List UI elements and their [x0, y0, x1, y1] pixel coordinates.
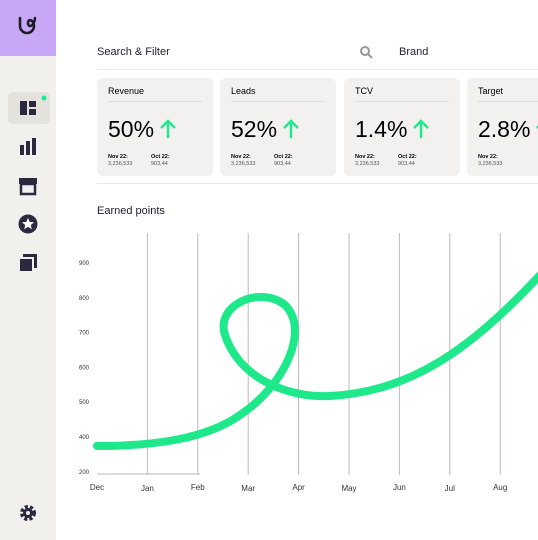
cur-value: 903,44 — [274, 161, 291, 167]
search-filter[interactable]: Search & Filter — [97, 46, 170, 58]
up-arrow — [283, 119, 299, 138]
nav-settings[interactable] — [18, 503, 38, 523]
card-value: 2.8% — [478, 116, 531, 142]
x-label: May — [341, 484, 356, 493]
prev-value: 3,236,533 — [108, 161, 133, 167]
kpi-card: Leads 52% Nov 22: 3,236,533 Oct 22: 903,44 — [220, 78, 336, 176]
sidebar — [0, 0, 56, 540]
x-label: Jul — [445, 484, 455, 493]
y-label: 400 — [79, 435, 90, 441]
prev-label: Nov 22: — [478, 154, 498, 160]
nav-favorites[interactable] — [18, 214, 38, 234]
x-label: Apr — [292, 483, 305, 492]
card-rule — [355, 101, 449, 102]
prev-label: Nov 22: — [231, 154, 251, 160]
cur-value: 903,44 — [151, 161, 168, 167]
prev-label: Nov 22: — [108, 154, 128, 160]
x-label: Dec — [90, 483, 104, 492]
card-label: Target — [478, 86, 504, 96]
chart-title: Earned points — [97, 205, 165, 217]
y-label: 600 — [79, 365, 90, 371]
y-label: 200 — [79, 470, 90, 476]
nav-store[interactable] — [18, 176, 38, 196]
y-label: 500 — [79, 400, 90, 406]
prev-label: Nov 22: — [355, 154, 375, 160]
prev-value: 3,236,533 — [478, 161, 503, 167]
y-label: 800 — [79, 296, 90, 302]
icon — [20, 95, 47, 115]
cur-label: Oct 22: — [398, 154, 417, 160]
x-label: Jan — [141, 484, 154, 493]
card-value: 52% — [231, 116, 278, 142]
logo[interactable] — [0, 0, 56, 56]
logo-mark — [18, 16, 37, 35]
nav-pages[interactable] — [18, 253, 38, 273]
kpi-card: Target 2.8% Nov 22: 3,236,533 — [467, 78, 538, 176]
search-icon — [360, 46, 373, 59]
card-rule — [231, 101, 325, 102]
cur-value: 903,44 — [398, 161, 415, 167]
nav-dashboard[interactable] — [8, 92, 50, 124]
brand-filter[interactable]: Brand — [399, 46, 429, 58]
card-value: 50% — [108, 116, 155, 142]
trend-line — [93, 271, 538, 450]
card-value: 1.4% — [355, 116, 408, 142]
cur-label: Oct 22: — [151, 154, 170, 160]
up-arrow — [413, 119, 430, 138]
x-label: Feb — [191, 483, 205, 492]
up-arrow — [160, 119, 176, 138]
y-label: 700 — [79, 331, 90, 337]
divider — [97, 183, 538, 184]
y-label: 900 — [79, 261, 90, 267]
card-label: Leads — [231, 86, 256, 96]
x-label: Jun — [393, 483, 406, 492]
card-rule — [478, 101, 538, 102]
prev-value: 3,236,533 — [231, 161, 256, 167]
divider — [97, 69, 538, 70]
cur-label: Oct 22: — [274, 154, 293, 160]
x-label: Aug — [493, 483, 507, 492]
x-label: Mar — [241, 484, 255, 493]
kpi-card: Revenue 50% Nov 22: 3,236,533 Oct 22: 903,44 — [97, 78, 213, 176]
card-label: Revenue — [108, 86, 145, 96]
prev-value: 3,236,533 — [355, 161, 380, 167]
nav-reports[interactable] — [18, 137, 38, 157]
kpi-card: TCV 1.4% Nov 22: 3,236,533 Oct 22: 903,44 — [344, 78, 460, 176]
card-label: TCV — [355, 86, 373, 96]
card-rule — [108, 101, 202, 102]
